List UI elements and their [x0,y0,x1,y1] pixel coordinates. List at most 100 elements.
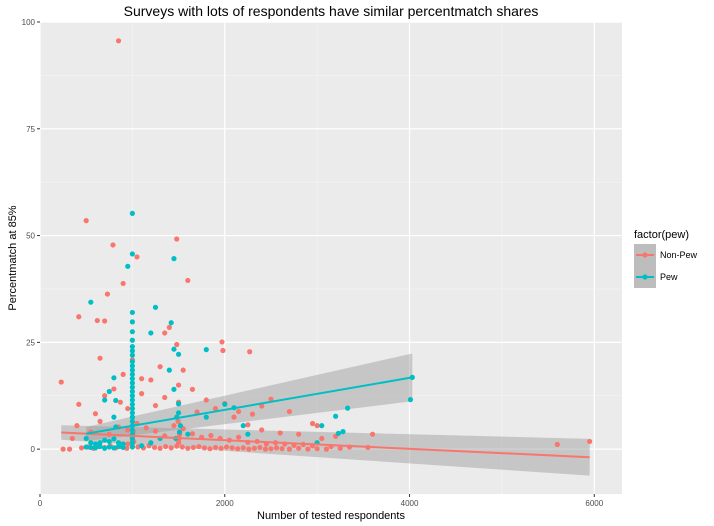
point-pew [129,401,135,407]
point-non-pew [185,445,191,451]
point-pew [152,304,159,310]
legend-point-non-pew [642,252,648,258]
point-pew [175,351,182,357]
y-axis-ticks: 0 25 50 75 100 [22,18,40,454]
point-non-pew [257,444,263,451]
point-non-pew [189,431,196,437]
legend: factor(pew) Non-Pew Pew [634,229,698,288]
point-pew [319,423,325,429]
point-non-pew [229,445,235,451]
point-non-pew [268,396,274,402]
point-non-pew [286,408,293,415]
point-pew [335,430,341,436]
point-non-pew [139,391,145,397]
point-non-pew [134,254,140,260]
point-pew [340,429,346,435]
point-non-pew [212,444,219,451]
point-non-pew [66,446,73,452]
point-pew [166,367,172,373]
point-non-pew [148,377,154,383]
point-non-pew [219,339,225,345]
point-pew [129,367,135,373]
point-pew [129,388,135,395]
point-pew [129,405,135,412]
point-non-pew [279,446,285,452]
point-non-pew [117,399,123,405]
point-pew [129,251,135,257]
point-non-pew [125,405,131,412]
point-pew [129,371,135,377]
point-pew [171,256,177,262]
legend-entry-pew: Pew [634,266,678,288]
point-non-pew [259,403,265,409]
y-tick-label: 75 [26,125,35,134]
point-non-pew [319,435,325,442]
point-pew [88,299,94,305]
point-non-pew [174,236,180,242]
point-pew [102,445,108,451]
point-non-pew [314,446,320,452]
point-non-pew [236,408,242,415]
point-non-pew [120,371,126,377]
point-pew [106,444,112,450]
point-non-pew [74,423,80,429]
point-pew [111,445,117,451]
point-pew [175,410,182,416]
point-non-pew [296,445,302,451]
point-pew [113,397,119,404]
legend-title: factor(pew) [634,229,689,241]
point-non-pew [143,425,149,431]
grid-lines [39,21,622,494]
point-pew [139,443,145,449]
point-non-pew [249,411,256,417]
point-pew [177,423,184,429]
point-pew [88,440,94,446]
point-non-pew [268,446,274,452]
point-non-pew [97,355,103,361]
point-pew [129,319,135,325]
point-pew [129,348,135,354]
point-non-pew [104,291,111,297]
point-non-pew [125,427,131,433]
point-pew [129,363,135,369]
point-pew [148,330,154,336]
trend-line-pew [86,376,413,435]
point-pew [102,397,108,403]
point-non-pew [163,443,169,450]
point-pew [111,375,117,381]
point-pew [245,431,251,437]
point-non-pew [337,445,343,451]
point-pew [129,344,135,350]
point-non-pew [554,441,560,448]
point-pew [129,397,135,403]
point-non-pew [262,446,269,452]
point-pew [129,309,135,316]
point-non-pew [110,242,116,248]
point-non-pew [152,402,159,409]
point-non-pew [180,367,186,373]
point-pew [129,427,135,433]
point-non-pew [273,445,280,451]
point-pew [240,423,246,429]
point-pew [171,346,177,352]
y-tick-label: 25 [26,338,35,347]
x-tick-label: 4000 [401,499,419,508]
point-pew [129,410,135,416]
point-non-pew [220,347,226,354]
point-non-pew [166,324,172,331]
y-axis-title: Percentmatch at 85% [7,205,19,310]
point-pew [106,388,112,395]
x-tick-label: 0 [38,499,43,508]
point-non-pew [196,443,202,450]
point-non-pew [120,280,126,287]
point-pew [92,445,99,451]
y-tick-label: 50 [26,232,35,241]
point-non-pew [102,393,108,399]
point-non-pew [212,405,219,412]
point-non-pew [305,446,311,452]
point-pew [129,329,135,335]
point-pew [129,358,135,365]
point-non-pew [203,397,209,403]
point-non-pew [207,446,213,452]
